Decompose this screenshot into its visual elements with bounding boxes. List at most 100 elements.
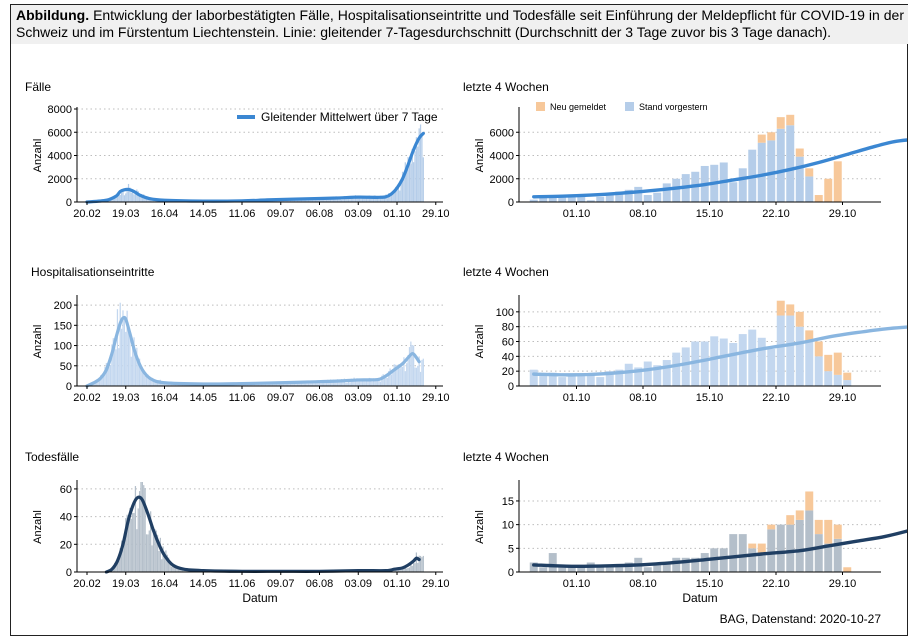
bar: [324, 381, 326, 386]
y-tick-label: 60: [60, 484, 72, 496]
bar-neu-gemeldet: [814, 341, 823, 357]
legend-swatch-stand-vorgestern: [625, 102, 634, 111]
bar-neu-gemeldet: [786, 114, 795, 126]
bar: [386, 377, 388, 386]
y-tick-label: 20: [502, 366, 514, 378]
x-tick-label: 29.10: [829, 392, 857, 404]
bar: [413, 345, 415, 386]
bar: [127, 518, 130, 572]
bar: [293, 382, 296, 386]
bar: [119, 302, 121, 386]
x-tick-label: 09.07: [267, 208, 295, 220]
y-tick-label: 10: [502, 520, 514, 532]
bar: [140, 368, 142, 386]
bar-stand-vorgestern: [605, 567, 614, 572]
bar: [406, 568, 408, 572]
bar: [112, 338, 114, 386]
bar: [120, 192, 123, 202]
bar: [334, 380, 336, 386]
bar-stand-vorgestern: [624, 189, 633, 202]
bar: [169, 562, 171, 572]
bar: [411, 565, 413, 572]
panel-title: Fälle: [25, 80, 51, 94]
bar: [400, 181, 402, 202]
figure-caption: Abbildung. Entwicklung der laborbestätig…: [11, 5, 908, 44]
bar-stand-vorgestern: [634, 367, 643, 386]
bar: [114, 339, 116, 386]
bar: [375, 378, 377, 386]
bar-stand-vorgestern: [833, 538, 842, 572]
bar: [143, 485, 145, 572]
bar: [126, 514, 128, 572]
bar-neu-gemeldet: [795, 148, 804, 157]
x-tick-label: 15.10: [696, 392, 724, 404]
bar: [321, 199, 323, 202]
bar: [403, 567, 405, 572]
x-tick-label: 29.10: [422, 392, 450, 404]
bar: [371, 198, 373, 202]
bar: [133, 512, 135, 572]
bar-stand-vorgestern: [529, 199, 538, 202]
bar: [150, 511, 152, 572]
bar: [313, 382, 315, 386]
moving-average-line: [532, 325, 907, 377]
x-tick-label: 29.10: [422, 208, 450, 220]
bar: [151, 545, 153, 572]
bar-neu-gemeldet: [786, 515, 795, 525]
y-tick-label: 40: [502, 351, 514, 363]
bar: [96, 382, 98, 386]
bar: [335, 382, 337, 386]
bar: [389, 368, 391, 386]
bar: [415, 367, 418, 386]
bar-stand-vorgestern: [634, 186, 643, 202]
bar: [107, 367, 109, 386]
bar: [356, 196, 358, 202]
bar: [112, 198, 114, 202]
bar-stand-vorgestern: [767, 529, 776, 572]
bar-stand-vorgestern: [624, 562, 633, 572]
bar: [318, 381, 321, 386]
x-tick-label: 19.03: [112, 392, 140, 404]
x-tick-label: 08.10: [629, 208, 657, 220]
bar-stand-vorgestern: [757, 142, 766, 202]
bar: [404, 566, 406, 572]
bar: [285, 382, 287, 386]
panel-title: letzte 4 Wochen: [463, 450, 549, 464]
bar-neu-gemeldet: [833, 161, 842, 202]
bar: [352, 197, 354, 202]
bar: [395, 364, 397, 386]
bar: [179, 384, 181, 386]
y-tick-label: 5: [508, 543, 514, 555]
bar-neu-gemeldet: [814, 519, 823, 535]
moving-average-line: [85, 131, 425, 204]
bar-stand-vorgestern: [795, 519, 804, 572]
bar: [155, 530, 157, 572]
x-tick-label: 29.10: [422, 578, 450, 590]
bar: [341, 199, 343, 202]
y-tick-label: 80: [502, 322, 514, 334]
bar-stand-vorgestern: [653, 192, 662, 202]
moving-average-line: [532, 529, 907, 569]
bar: [180, 569, 182, 572]
bar: [165, 550, 167, 572]
bar-stand-vorgestern: [786, 524, 795, 572]
x-tick-label: 14.05: [189, 208, 217, 220]
bar: [134, 486, 137, 572]
y-tick-label: 4000: [48, 151, 72, 163]
bar: [382, 196, 384, 202]
bar: [285, 200, 287, 202]
bar: [339, 381, 341, 386]
bar: [119, 194, 121, 202]
bar: [377, 198, 379, 202]
bar: [367, 379, 369, 386]
bar: [395, 186, 397, 202]
bar: [375, 197, 377, 202]
bar: [419, 555, 422, 572]
bar: [415, 552, 418, 572]
bar: [406, 166, 408, 202]
x-tick-label: 09.07: [267, 578, 295, 590]
bar: [421, 359, 423, 386]
bar-stand-vorgestern: [672, 352, 681, 386]
bar-neu-gemeldet: [824, 178, 833, 202]
bar: [108, 366, 110, 386]
